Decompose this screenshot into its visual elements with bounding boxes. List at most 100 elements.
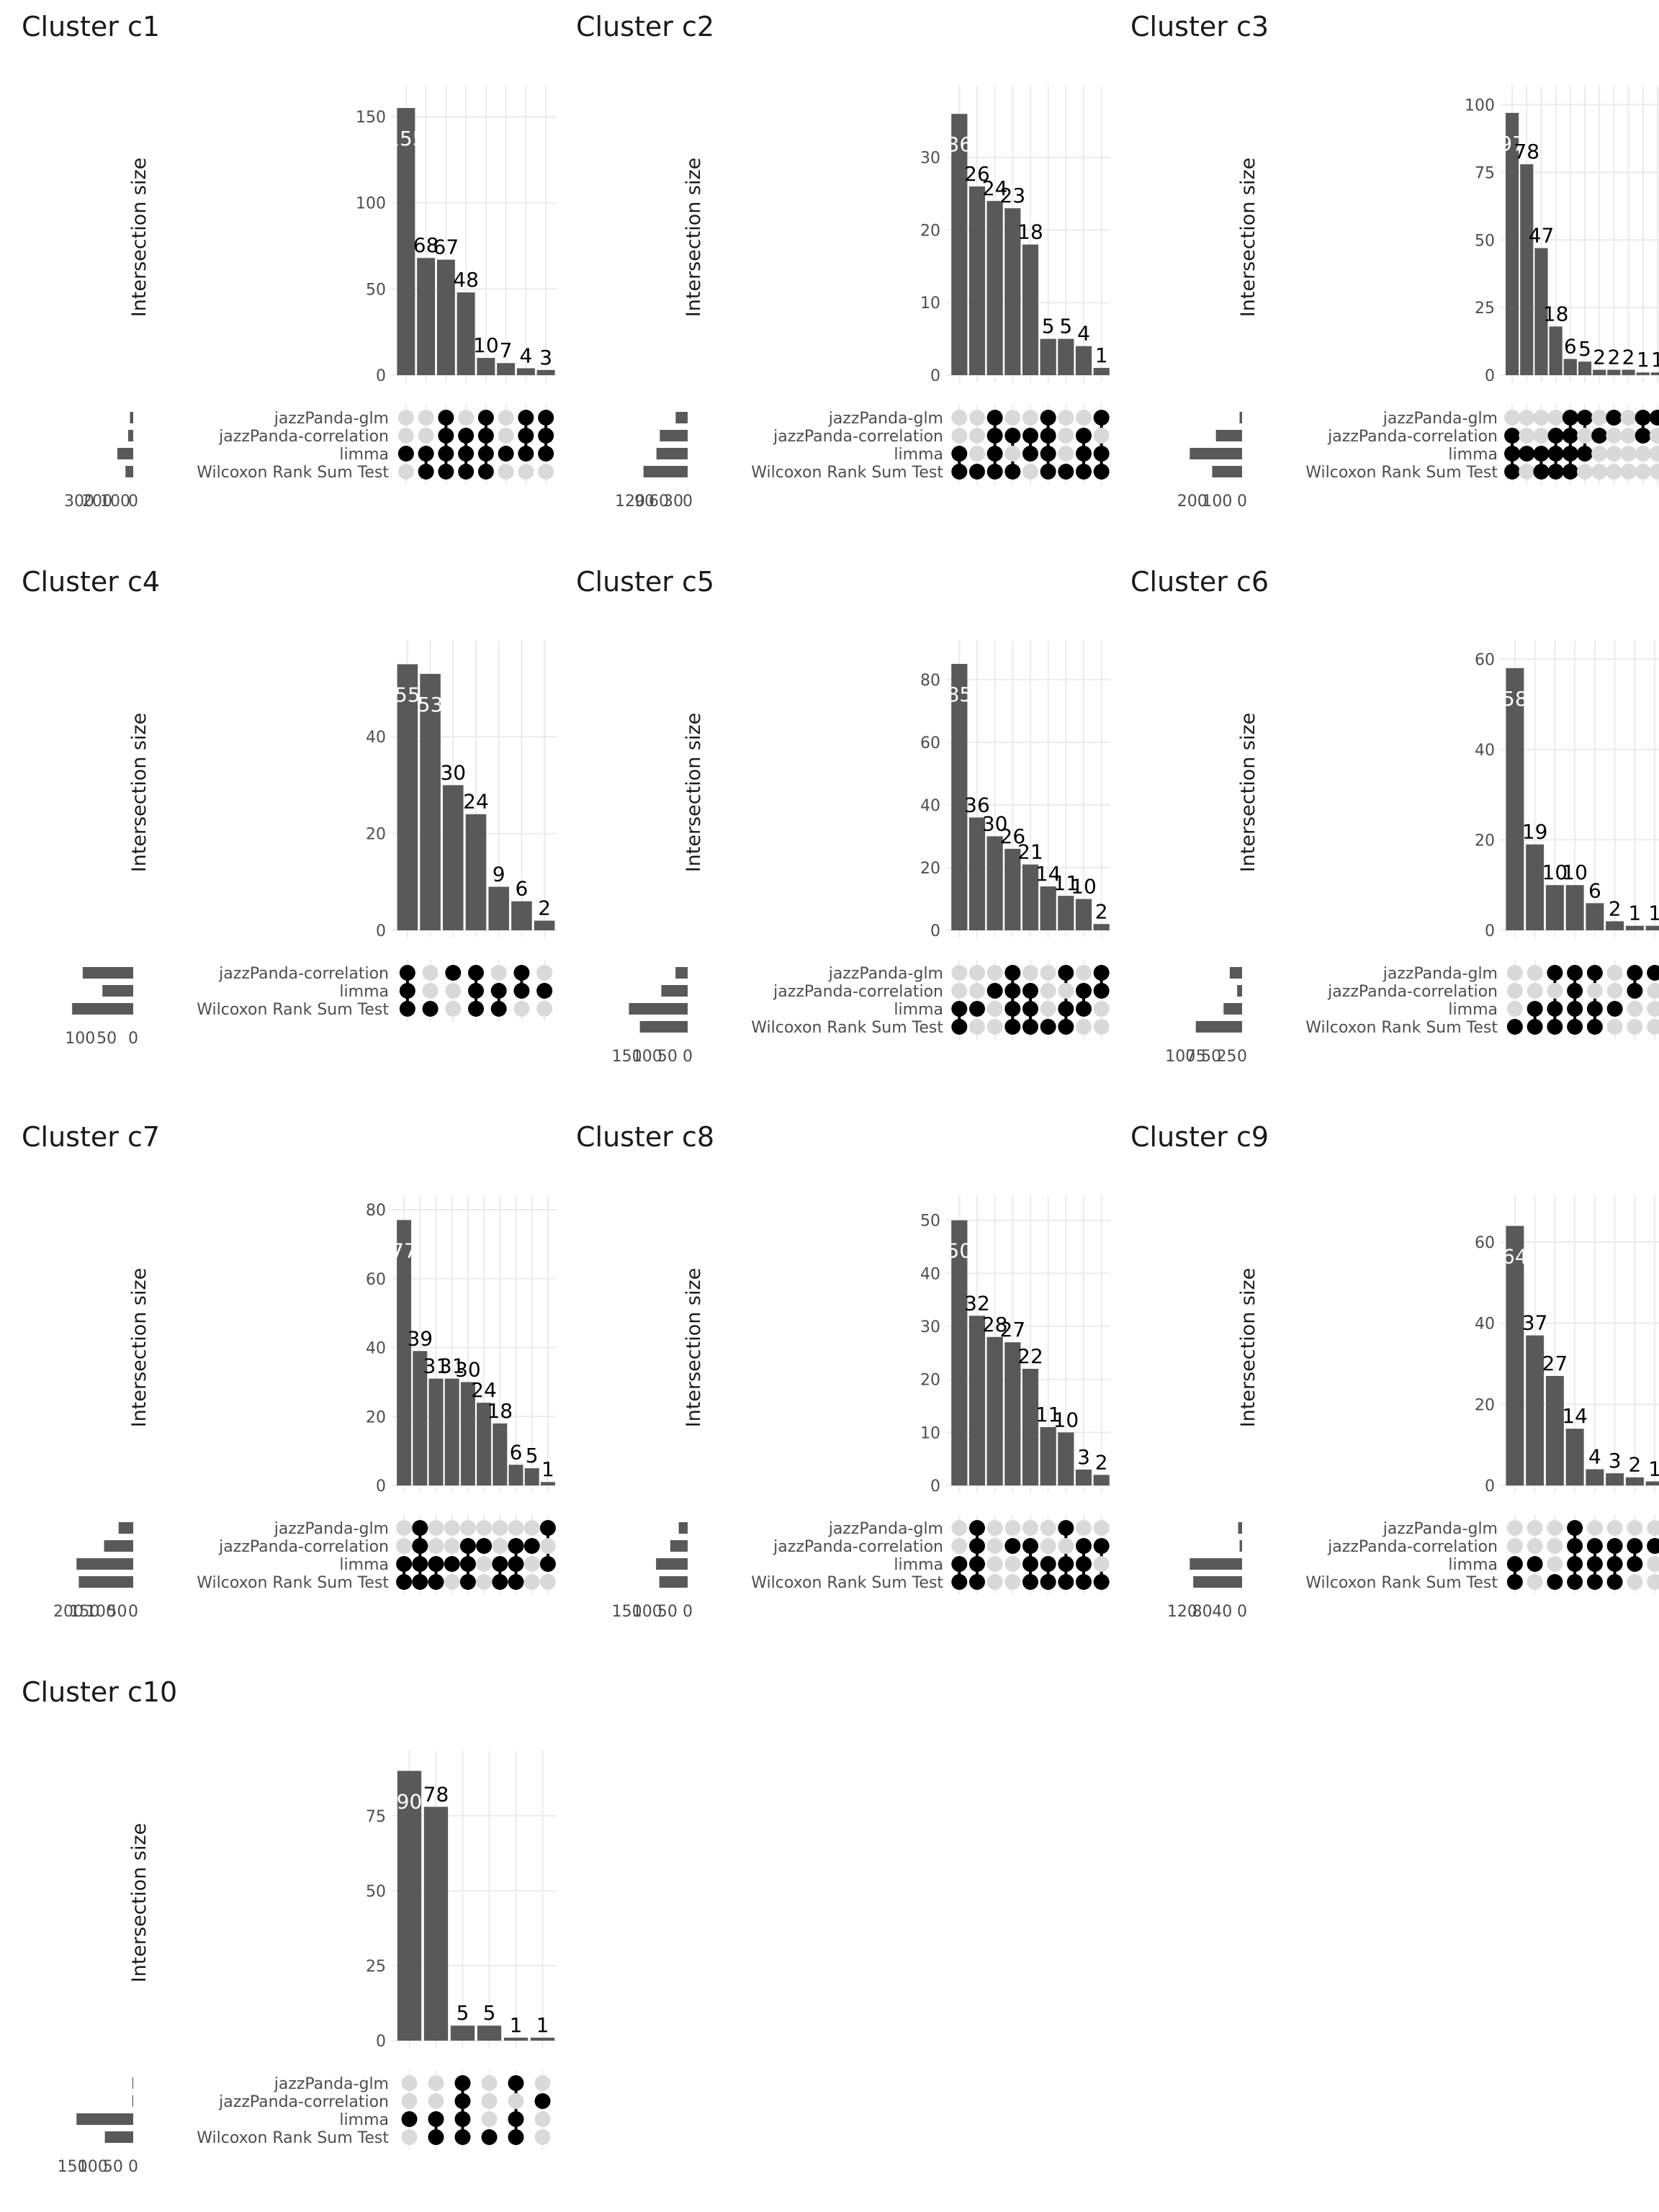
matrix-dot-empty xyxy=(1547,1556,1563,1572)
matrix-dot-filled xyxy=(508,1556,524,1572)
matrix-dot-empty xyxy=(1076,1520,1092,1536)
set-size-bar xyxy=(1223,1003,1242,1015)
matrix-dot-filled xyxy=(1606,1556,1623,1572)
y-axis-title: Intersection size xyxy=(128,158,150,318)
intersection-label: 2 xyxy=(1622,345,1635,369)
matrix-dot-empty xyxy=(518,464,534,480)
intersection-label: 64 xyxy=(1502,1245,1528,1269)
intersection-bar xyxy=(1058,338,1074,375)
matrix-dot-filled xyxy=(412,1520,428,1536)
matrix-dot-filled xyxy=(1647,965,1659,981)
intersection-bar xyxy=(508,1465,523,1485)
intersection-label: 1 xyxy=(1095,343,1108,367)
matrix-dot-filled xyxy=(1527,1001,1543,1017)
y-tick-label: 25 xyxy=(1475,300,1495,318)
matrix-dot-empty xyxy=(1620,464,1637,480)
matrix-dot-filled xyxy=(1058,1001,1074,1017)
matrix-dot-empty xyxy=(1004,1574,1021,1590)
matrix-dot-filled xyxy=(1022,1574,1038,1590)
set-size-bar xyxy=(670,1540,688,1552)
matrix-dot-filled xyxy=(1586,1538,1603,1554)
set-size-tick-label: 0 xyxy=(683,493,693,511)
set-size-tick-label: 0 xyxy=(128,1030,138,1048)
matrix-dot-filled xyxy=(468,983,484,999)
intersection-bar xyxy=(1058,1432,1074,1485)
matrix-dot-empty xyxy=(1547,983,1563,999)
matrix-dot-filled xyxy=(1022,983,1038,999)
matrix-dot-empty xyxy=(538,464,554,480)
matrix-dot-filled xyxy=(1504,464,1521,480)
intersection-bar xyxy=(536,369,555,375)
set-size-bar xyxy=(1229,967,1242,979)
intersection-bar xyxy=(497,363,516,375)
matrix-dot-empty xyxy=(1506,983,1523,999)
set-size-bar xyxy=(1215,430,1242,441)
matrix-dot-empty xyxy=(969,410,985,426)
matrix-dot-empty xyxy=(1527,1538,1543,1554)
intersection-bar xyxy=(397,1220,412,1485)
matrix-dot-filled xyxy=(986,464,1003,480)
matrix-dot-filled xyxy=(1606,410,1622,426)
intersection-bar xyxy=(1606,921,1624,930)
intersection-label: 11 xyxy=(1053,871,1079,895)
intersection-bar xyxy=(1520,164,1534,375)
matrix-dot-filled xyxy=(444,1556,460,1572)
intersection-bar xyxy=(450,2026,475,2041)
matrix-dot-empty xyxy=(1635,446,1651,462)
matrix-dot-filled xyxy=(399,965,415,981)
intersection-bar xyxy=(524,1468,539,1485)
matrix-dot-empty xyxy=(1058,983,1074,999)
matrix-dot-empty xyxy=(397,428,414,444)
matrix-dot-empty xyxy=(1040,1538,1056,1554)
matrix-dot-filled xyxy=(454,2111,471,2127)
matrix-dot-filled xyxy=(428,2111,444,2127)
set-size-bar xyxy=(675,412,688,423)
set-size-bar xyxy=(1195,1021,1242,1033)
matrix-dot-filled xyxy=(1022,1556,1038,1572)
matrix-dot-filled xyxy=(396,1574,413,1590)
y-tick-label: 25 xyxy=(366,1958,386,1976)
panel-title: Cluster c9 xyxy=(1130,1121,1269,1153)
intersection-bar xyxy=(1075,1469,1092,1485)
intersection-bar xyxy=(477,1403,492,1485)
y-tick-label: 20 xyxy=(920,1372,940,1390)
matrix-dot-empty xyxy=(534,2129,551,2145)
matrix-dot-empty xyxy=(536,1001,553,1017)
matrix-dot-empty xyxy=(1058,428,1074,444)
set-label: jazzPanda-correlation xyxy=(218,428,389,446)
matrix-dot-filled xyxy=(969,1001,985,1017)
matrix-dot-empty xyxy=(1004,1520,1021,1536)
matrix-dot-empty xyxy=(969,1019,985,1035)
set-label: jazzPanda-glm xyxy=(1382,410,1498,428)
intersection-label: 48 xyxy=(453,268,479,292)
intersection-label: 14 xyxy=(1562,1404,1588,1428)
intersection-bar xyxy=(1622,369,1635,375)
set-label: jazzPanda-correlation xyxy=(773,428,943,446)
matrix-dot-filled xyxy=(412,1556,428,1572)
matrix-dot-filled xyxy=(538,428,554,444)
matrix-dot-empty xyxy=(951,1520,968,1536)
matrix-dot-empty xyxy=(951,965,968,981)
y-axis-title: Intersection size xyxy=(683,713,705,873)
matrix-dot-empty xyxy=(428,1520,444,1536)
set-size-bar xyxy=(72,1003,133,1015)
intersection-label: 1 xyxy=(536,2013,549,2037)
matrix-dot-filled xyxy=(1547,1019,1563,1035)
matrix-dot-filled xyxy=(539,1520,556,1536)
matrix-dot-empty xyxy=(418,410,434,426)
intersection-bar xyxy=(1075,899,1092,930)
matrix-dot-filled xyxy=(1606,1001,1623,1017)
intersection-bar xyxy=(457,292,475,375)
matrix-dot-filled xyxy=(518,410,534,426)
intersection-label: 4 xyxy=(1077,322,1090,346)
matrix-dot-filled xyxy=(1606,1538,1623,1554)
matrix-dot-empty xyxy=(1022,1520,1038,1536)
set-size-bar xyxy=(132,2095,133,2107)
matrix-dot-empty xyxy=(1649,446,1659,462)
intersection-bar xyxy=(1526,1335,1545,1485)
matrix-dot-empty xyxy=(445,1001,462,1017)
matrix-dot-filled xyxy=(538,446,554,462)
intersection-label: 10 xyxy=(473,333,499,357)
matrix-dot-filled xyxy=(518,428,534,444)
